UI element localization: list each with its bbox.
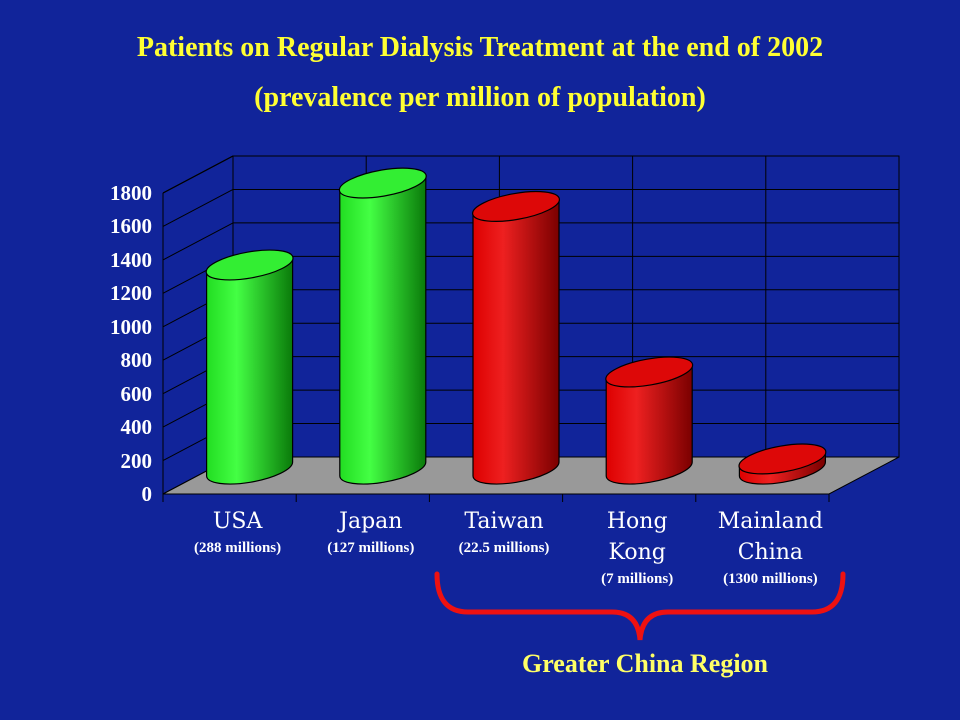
category-label: Japan [339,509,403,534]
y-tick-label: 1800 [110,181,152,205]
bar-usa [205,249,294,485]
y-tick-label: 1600 [110,214,152,239]
bar-body [339,175,427,485]
region-annotation: Greater China Region [521,649,769,678]
category-label: USA [212,509,263,534]
category-label: Taiwan [464,509,544,534]
y-tick-label: 1000 [110,314,152,339]
category-label: Mainland [717,509,824,534]
bar-mainland-china [738,443,827,485]
gridline-side [162,155,234,194]
category-label: China [737,540,804,565]
population-label: (22.5 millions) [458,540,550,556]
back-wall [232,155,900,458]
y-tick-label: 200 [120,448,153,473]
bar-body [206,257,294,485]
population-label: (288 millions) [194,540,282,556]
bar-top [338,167,427,199]
y-tick-label: 0 [141,482,153,506]
population-label: (1300 millions) [723,571,818,587]
bar-taiwan [472,190,560,485]
bar-body [605,364,693,485]
bar-top [738,443,827,475]
y-tick-label: 1200 [110,281,152,306]
region-brace [434,571,846,641]
bar-body [472,198,560,485]
y-tick-label: 1400 [110,247,152,272]
bar-japan [338,167,427,485]
category-label: Kong [608,540,666,565]
chart-title: Patients on Regular Dialysis Treatment a… [136,32,824,63]
bar-hong-kong [605,356,694,485]
y-tick-label: 400 [120,415,153,440]
bar-top [605,356,694,388]
population-label: (7 millions) [601,571,674,587]
y-tick-label: 800 [120,348,153,373]
gridline-side [162,222,234,261]
bar-top [205,249,294,281]
y-tick-label: 600 [120,381,153,406]
bar-top [472,190,560,222]
chart-subtitle: (prevalence per million of population) [254,82,706,113]
gridline-side [162,189,234,227]
population-label: (127 millions) [327,540,415,556]
category-label: Hong [606,509,668,534]
